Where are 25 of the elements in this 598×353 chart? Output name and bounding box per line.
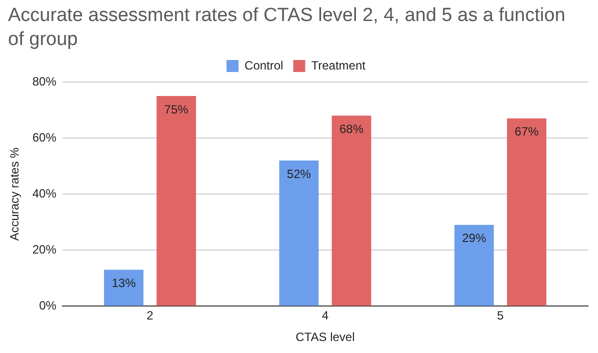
- chart-title: Accurate assessment rates of CTAS level 2, 4, and 5 as a function of group: [8, 4, 566, 52]
- bar: [332, 116, 372, 306]
- y-tick-label: 40%: [32, 186, 57, 200]
- legend-label: Treatment: [311, 58, 366, 72]
- y-tick-label: 20%: [32, 242, 57, 256]
- bar: [454, 224, 494, 306]
- data-label: 67%: [514, 124, 540, 139]
- y-axis-title: Accuracy rates %: [8, 147, 22, 241]
- x-tick-label: 2: [146, 308, 154, 323]
- x-tick-label: 4: [322, 308, 329, 323]
- x-axis-title: CTAS level: [296, 330, 355, 344]
- bar: [506, 118, 546, 306]
- data-label: 52%: [286, 166, 312, 181]
- y-tick-label: 80%: [32, 74, 57, 88]
- x-tick-label: 5: [497, 308, 504, 323]
- y-tick-label: 60%: [32, 130, 57, 144]
- legend-label: Control: [244, 58, 284, 72]
- bar: [156, 96, 196, 306]
- data-label: 75%: [164, 102, 189, 116]
- data-label: 13%: [112, 276, 136, 290]
- data-label: 68%: [339, 122, 364, 136]
- data-label: 29%: [462, 231, 486, 246]
- bar: [279, 160, 319, 306]
- y-tick-label: 0%: [39, 298, 57, 313]
- bar: [104, 270, 144, 306]
